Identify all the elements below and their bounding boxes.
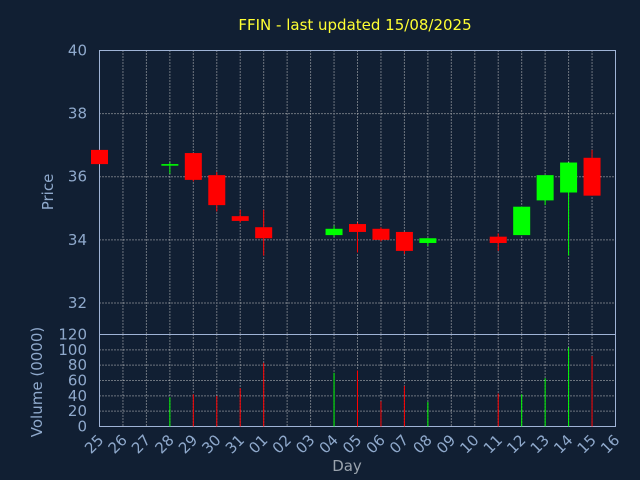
volume-grid [99,334,616,427]
candle-14 [560,162,578,256]
candle-body [161,164,179,166]
candle-29 [184,153,202,182]
x-tick-label: 28 [151,431,177,457]
candle-25 [91,149,108,165]
x-tick-label: 07 [386,431,412,457]
volume-tick-label: 80 [68,356,87,374]
volume-tick-label: 20 [68,402,87,420]
candle-31 [231,209,249,223]
candle-28 [161,162,179,174]
candle-body [349,224,366,232]
candle-body [255,227,273,239]
x-tick-label: 30 [198,431,224,457]
candle-body [419,238,437,243]
candle-07 [395,231,413,255]
candle-13 [536,175,554,206]
price-y-ticks: 32 34 36 38 40 [68,42,87,312]
price-tick-label: 34 [68,231,87,249]
candle-body [536,175,554,201]
price-tick-label: 36 [68,168,87,186]
volume-tick-label: 120 [58,326,87,344]
candle-body [583,157,601,196]
candle-30 [208,171,226,212]
volume-axis-label: Volume (0000) [28,327,46,437]
x-tick-label: 08 [409,431,435,457]
candle-15 [583,149,601,196]
candlestick-series [91,149,601,256]
x-tick-label: 26 [105,431,131,457]
x-axis-label: Day [332,457,362,475]
price-tick-label: 32 [68,294,87,312]
candle-body [513,206,531,236]
volume-tick-label: 0 [77,418,87,436]
chart-title: FFIN - last updated 15/08/2025 [238,16,471,34]
candle-body [395,231,413,251]
x-tick-label: 11 [480,431,506,457]
candle-body [184,153,202,180]
x-tick-label: 10 [456,431,482,457]
x-tick-label: 12 [503,431,529,457]
x-tick-label: 14 [550,431,576,457]
price-tick-label: 40 [68,42,87,60]
volume-tick-label: 100 [58,341,87,359]
x-tick-label: 04 [316,431,342,457]
price-axis-label: Price [39,174,57,211]
candle-body [560,162,578,193]
candle-body [208,175,226,206]
x-tick-label: 13 [527,431,553,457]
candle-body [489,236,507,243]
candle-05 [349,222,366,253]
x-tick-label: 15 [574,431,600,457]
x-tick-label: 01 [245,431,271,457]
volume-tick-label: 60 [68,372,87,390]
candle-body [325,228,343,236]
x-tick-label: 29 [175,431,201,457]
x-tick-labels: 2526272829303101020304050607080910111213… [81,431,623,457]
candle-06 [372,227,390,242]
x-tick-label: 05 [339,431,365,457]
x-tick-label: 31 [222,431,248,457]
candle-08 [419,238,437,247]
volume-tick-label: 40 [68,387,87,405]
candle-11 [489,233,507,251]
candle-body [372,228,390,240]
candle-body [91,149,108,165]
candle-body [231,216,249,221]
volume-series [169,347,593,427]
candle-01 [255,209,273,256]
x-tick-label: 06 [363,431,389,457]
x-tick-label: 03 [292,431,318,457]
x-tick-label: 02 [269,431,295,457]
x-tick-label: 27 [128,431,154,457]
candle-12 [513,206,531,236]
x-tick-label: 16 [597,431,623,457]
price-tick-label: 38 [68,105,87,123]
candle-04 [325,225,343,237]
x-tick-label: 09 [433,431,459,457]
